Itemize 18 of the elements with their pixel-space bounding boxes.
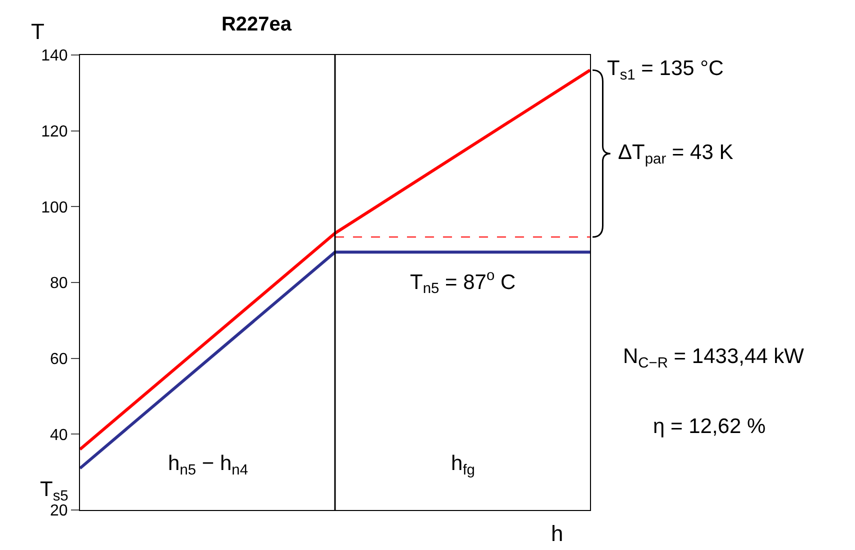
annotation: h$_{fg}$ bbox=[451, 452, 475, 478]
y-axis-title: T bbox=[31, 19, 44, 44]
y-tick-label: 80 bbox=[50, 275, 68, 292]
text: T$_{s5}$ bbox=[40, 478, 68, 504]
y-tick-label: 100 bbox=[41, 199, 68, 216]
y-tick-label: 120 bbox=[41, 123, 68, 140]
text: η = 12,62 % bbox=[653, 415, 766, 438]
text: ΔT$_{par}$ = 43 K bbox=[618, 141, 734, 168]
x-axis-title: h bbox=[551, 521, 564, 546]
chart-title: R227ea bbox=[221, 14, 292, 36]
y-tick-label: 140 bbox=[41, 48, 68, 65]
annotation: T$_{n5}$ = 87$^{o}$ C bbox=[410, 268, 516, 298]
y-tick-label: 60 bbox=[50, 350, 68, 368]
text: N$_{C−R}$ = 1433,44 kW bbox=[623, 345, 804, 372]
annotation: h$_{n5}$ − h$_{n4}$ bbox=[168, 452, 248, 478]
y-tick-label: 20 bbox=[50, 502, 68, 520]
y-tick-label: 40 bbox=[50, 426, 68, 444]
text: T$_{s1}$ = 135 °C bbox=[607, 57, 724, 84]
